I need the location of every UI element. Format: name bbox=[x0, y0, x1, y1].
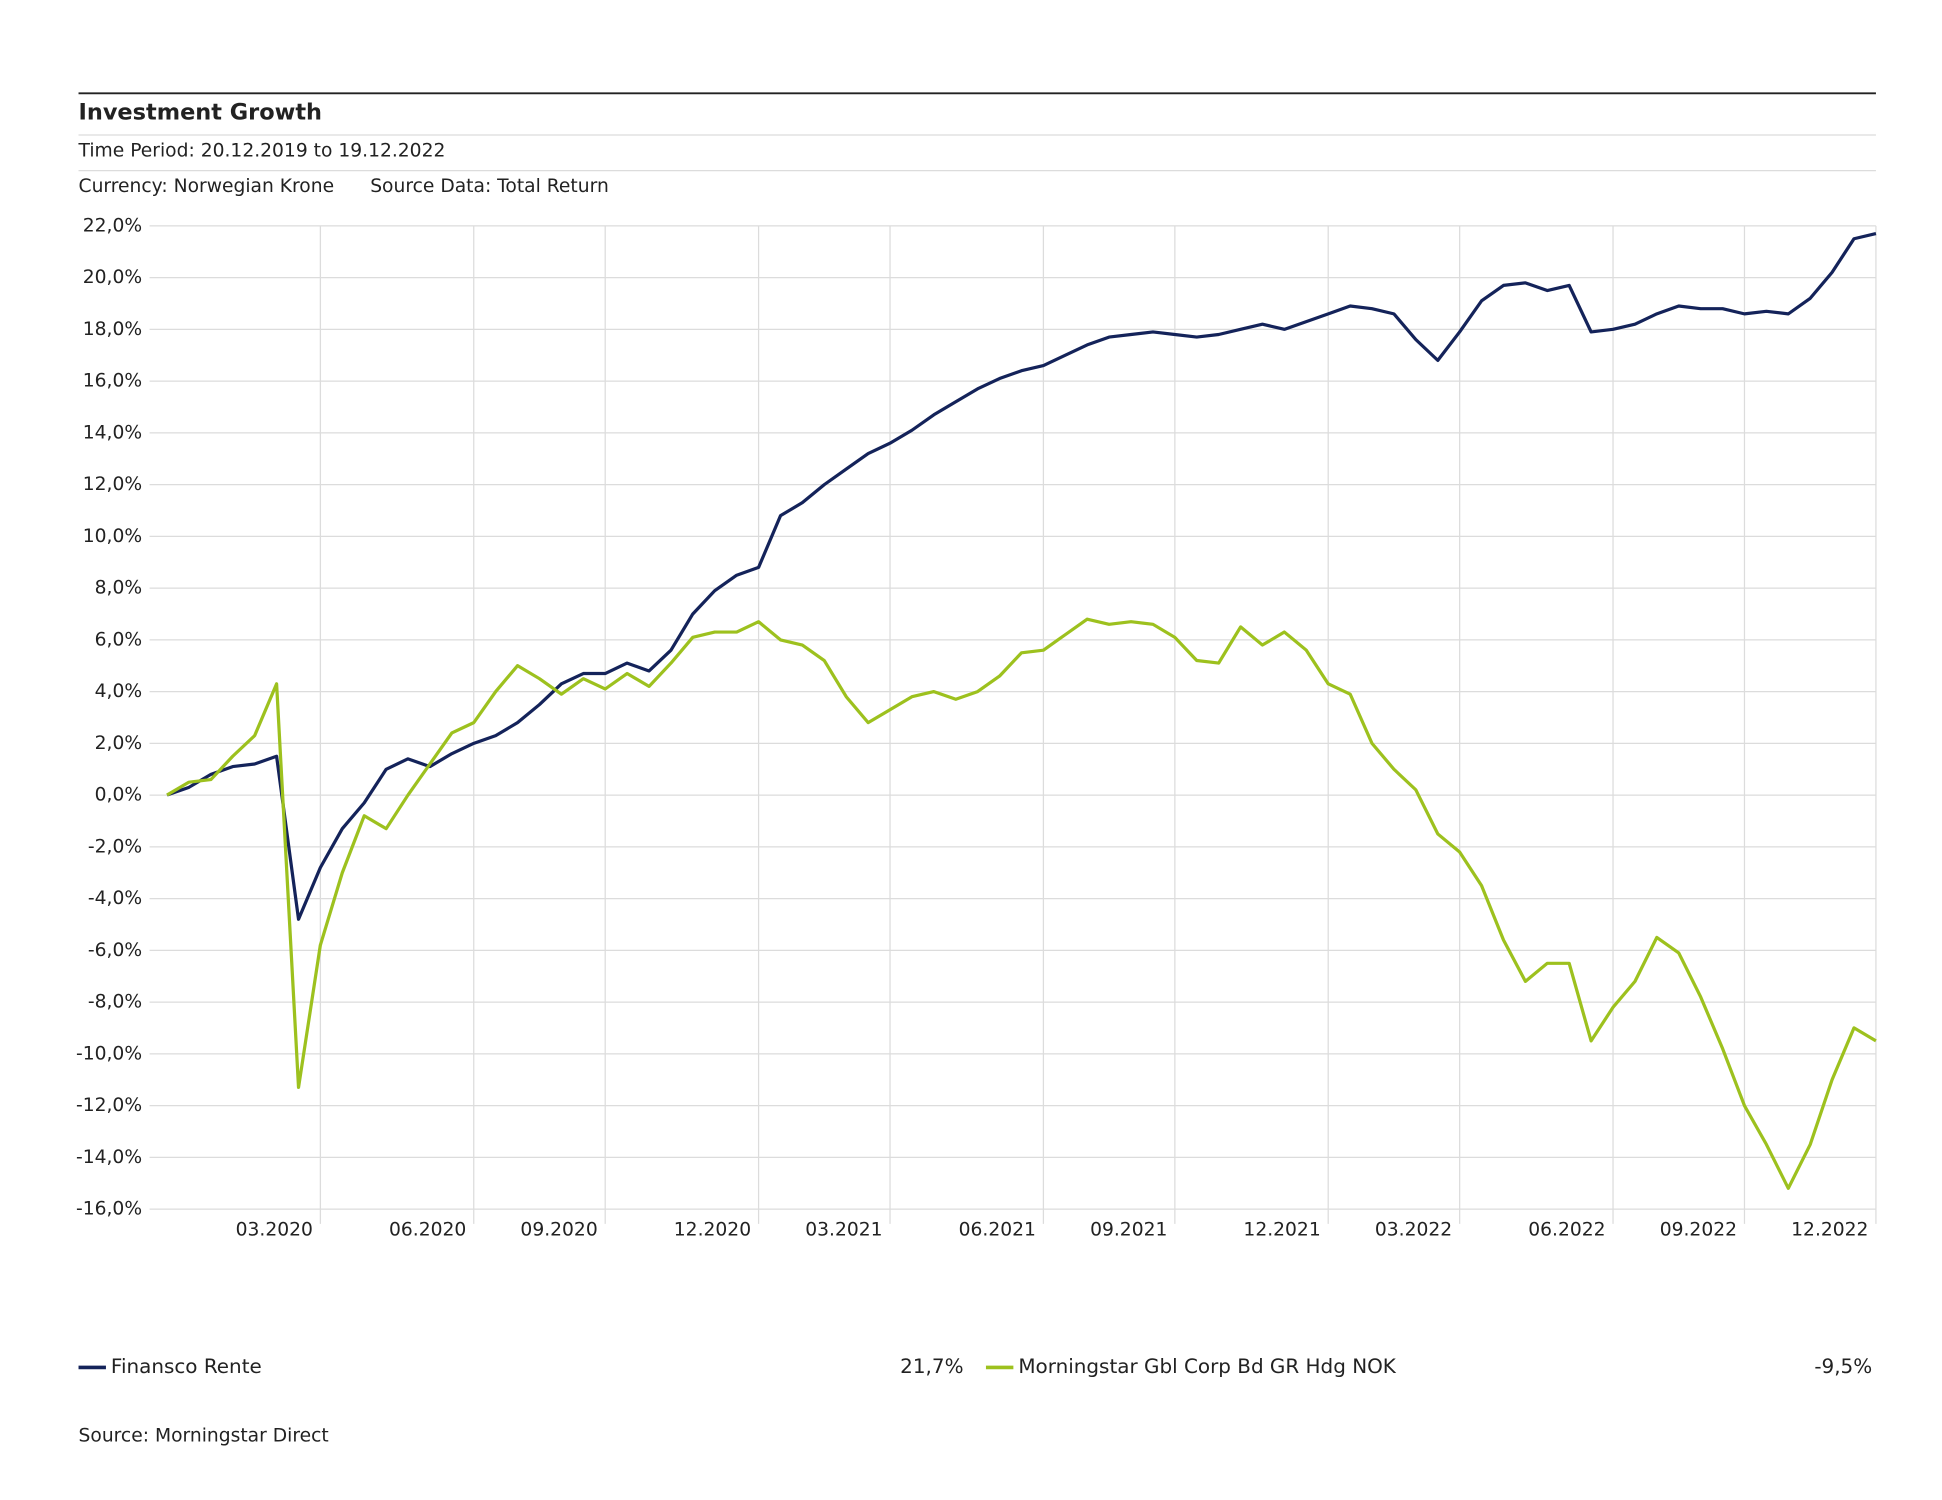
x-tick-label: 03.2021 bbox=[805, 1220, 882, 1241]
y-tick-label: 12,0% bbox=[83, 474, 142, 495]
y-tick-label: 18,0% bbox=[83, 319, 142, 340]
y-tick-label: 14,0% bbox=[83, 422, 142, 443]
x-tick-label: 12.2020 bbox=[674, 1220, 751, 1241]
x-tick-label: 03.2020 bbox=[236, 1220, 313, 1241]
y-tick-label: 8,0% bbox=[95, 578, 142, 599]
y-tick-label: 0,0% bbox=[95, 785, 142, 806]
y-tick-label: 16,0% bbox=[83, 371, 142, 392]
y-tick-label: -10,0% bbox=[76, 1043, 142, 1064]
y-tick-label: -16,0% bbox=[76, 1199, 142, 1220]
y-tick-label: 4,0% bbox=[95, 681, 142, 702]
y-tick-label: -6,0% bbox=[88, 940, 142, 961]
x-tick-label: 12.2022 bbox=[1791, 1220, 1868, 1241]
x-tick-label: 12.2021 bbox=[1243, 1220, 1320, 1241]
x-tick-label: 09.2022 bbox=[1660, 1220, 1737, 1241]
y-tick-label: -14,0% bbox=[76, 1147, 142, 1168]
y-tick-label: 2,0% bbox=[95, 733, 142, 754]
legend-label: Morningstar Gbl Corp Bd GR Hdg NOK bbox=[1018, 1355, 1397, 1378]
source-data: Source Data: Total Return bbox=[370, 176, 609, 197]
x-tick-label: 09.2020 bbox=[520, 1220, 597, 1241]
footer-source: Source: Morningstar Direct bbox=[79, 1426, 329, 1447]
y-tick-label: -8,0% bbox=[88, 992, 142, 1013]
currency: Currency: Norwegian Krone bbox=[79, 176, 335, 197]
y-tick-label: -2,0% bbox=[88, 836, 142, 857]
legend-return: 21,7% bbox=[900, 1355, 963, 1378]
time-period: Time Period: 20.12.2019 to 19.12.2022 bbox=[78, 141, 446, 162]
legend-label: Finansco Rente bbox=[111, 1355, 262, 1378]
x-tick-label: 06.2021 bbox=[959, 1220, 1036, 1241]
legend-return: -9,5% bbox=[1814, 1355, 1872, 1378]
y-tick-label: 10,0% bbox=[83, 526, 142, 547]
y-tick-label: -12,0% bbox=[76, 1095, 142, 1116]
series-line bbox=[166, 617, 1877, 1190]
x-tick-label: 03.2022 bbox=[1375, 1220, 1452, 1241]
x-tick-label: 06.2020 bbox=[389, 1220, 466, 1241]
y-tick-label: 22,0% bbox=[83, 215, 142, 236]
y-tick-label: 20,0% bbox=[83, 267, 142, 288]
series-line bbox=[166, 232, 1877, 921]
y-tick-label: 6,0% bbox=[95, 629, 142, 650]
x-tick-label: 06.2022 bbox=[1528, 1220, 1605, 1241]
y-tick-label: -4,0% bbox=[88, 888, 142, 909]
x-tick-label: 09.2021 bbox=[1090, 1220, 1167, 1241]
chart-title: Investment Growth bbox=[79, 100, 323, 126]
